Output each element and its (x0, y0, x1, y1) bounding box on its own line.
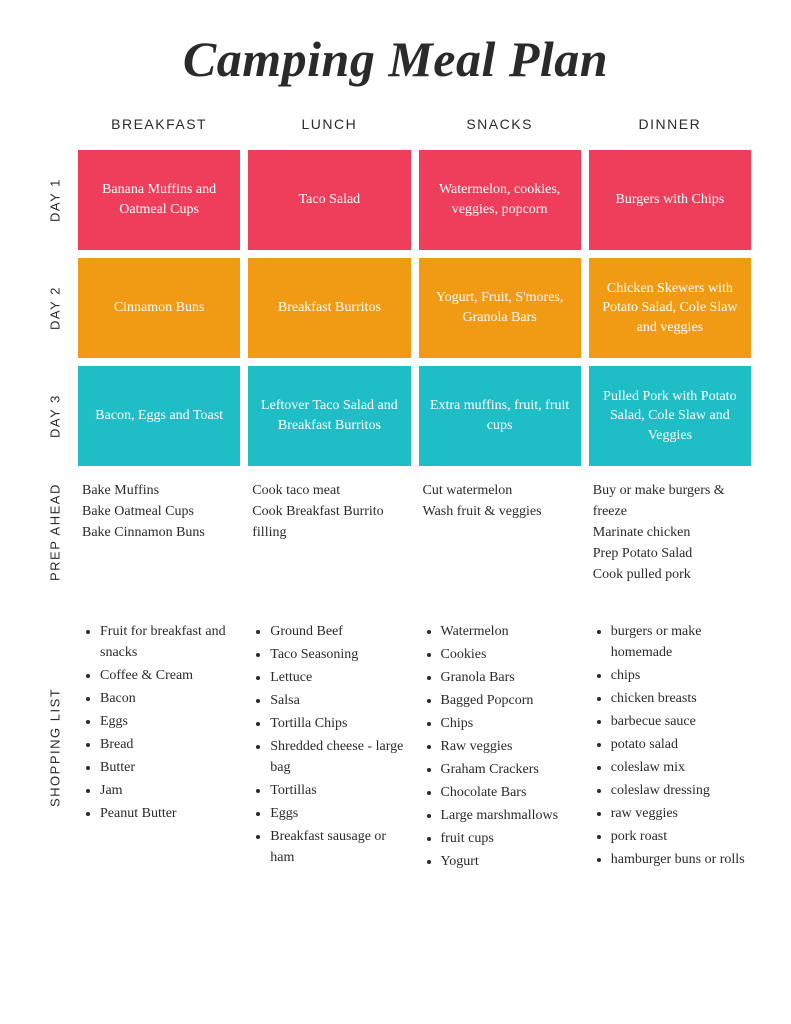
shopping-item: Watermelon (441, 621, 581, 642)
prep-item: Wash fruit & veggies (423, 501, 577, 522)
shopping-item: Ground Beef (270, 621, 410, 642)
cell-day1-dinner: Burgers with Chips (589, 150, 751, 250)
grid-spacer (40, 108, 70, 142)
shopping-col-dinner: burgers or make homemadechipschicken bre… (589, 621, 751, 874)
shopping-item: hamburger buns or rolls (611, 849, 751, 870)
shopping-item: raw veggies (611, 803, 751, 824)
shopping-item: coleslaw mix (611, 757, 751, 778)
prep-item: Cook Breakfast Burrito filling (252, 501, 406, 543)
shopping-item: Butter (100, 757, 240, 778)
cell-day2-lunch: Breakfast Burritos (248, 258, 410, 358)
shopping-item: Tortilla Chips (270, 713, 410, 734)
shopping-item: Fruit for breakfast and snacks (100, 621, 240, 663)
shopping-item: Salsa (270, 690, 410, 711)
prep-dinner: Buy or make burgers & freezeMarinate chi… (589, 474, 751, 591)
shopping-item: Peanut Butter (100, 803, 240, 824)
row-label-day3: DAY 3 (40, 366, 70, 466)
prep-item: Cut watermelon (423, 480, 577, 501)
shopping-item: Jam (100, 780, 240, 801)
cell-day1-snacks: Watermelon, cookies, veggies, popcorn (419, 150, 581, 250)
prep-lunch: Cook taco meatCook Breakfast Burrito fil… (248, 474, 410, 591)
prep-snacks: Cut watermelonWash fruit & veggies (419, 474, 581, 591)
shopping-item: Taco Seasoning (270, 644, 410, 665)
shopping-item: Eggs (100, 711, 240, 732)
meal-plan-grid: BREAKFAST LUNCH SNACKS DINNER DAY 1 Bana… (40, 108, 751, 591)
shopping-item: Chips (441, 713, 581, 734)
shopping-item: Tortillas (270, 780, 410, 801)
cell-day3-breakfast: Bacon, Eggs and Toast (78, 366, 240, 466)
cell-day3-snacks: Extra muffins, fruit, fruit cups (419, 366, 581, 466)
prep-item: Cook taco meat (252, 480, 406, 501)
shopping-item: Bagged Popcorn (441, 690, 581, 711)
prep-item: Bake Muffins (82, 480, 236, 501)
shopping-item: burgers or make homemade (611, 621, 751, 663)
shopping-col-lunch: Ground BeefTaco SeasoningLettuceSalsaTor… (248, 621, 410, 874)
cell-day3-dinner: Pulled Pork with Potato Salad, Cole Slaw… (589, 366, 751, 466)
cell-day2-breakfast: Cinnamon Buns (78, 258, 240, 358)
shopping-item: Yogurt (441, 851, 581, 872)
prep-item: Buy or make burgers & freeze (593, 480, 747, 522)
shopping-item: barbecue sauce (611, 711, 751, 732)
shopping-item: Lettuce (270, 667, 410, 688)
col-header-breakfast: BREAKFAST (78, 108, 240, 142)
shopping-item: Breakfast sausage or ham (270, 826, 410, 868)
prep-breakfast: Bake MuffinsBake Oatmeal CupsBake Cinnam… (78, 474, 240, 591)
col-header-snacks: SNACKS (419, 108, 581, 142)
row-label-day2: DAY 2 (40, 258, 70, 358)
shopping-item: chicken breasts (611, 688, 751, 709)
shopping-item: Granola Bars (441, 667, 581, 688)
shopping-item: coleslaw dressing (611, 780, 751, 801)
cell-day2-dinner: Chicken Skewers with Potato Salad, Cole … (589, 258, 751, 358)
row-label-day1: DAY 1 (40, 150, 70, 250)
shopping-item: Graham Crackers (441, 759, 581, 780)
shopping-item: Raw veggies (441, 736, 581, 757)
row-label-shopping: SHOPPING LIST (40, 621, 70, 874)
cell-day2-snacks: Yogurt, Fruit, S'mores, Granola Bars (419, 258, 581, 358)
page-title: Camping Meal Plan (40, 30, 751, 88)
shopping-item: potato salad (611, 734, 751, 755)
cell-day1-lunch: Taco Salad (248, 150, 410, 250)
col-header-dinner: DINNER (589, 108, 751, 142)
shopping-item: fruit cups (441, 828, 581, 849)
shopping-item: Eggs (270, 803, 410, 824)
shopping-item: chips (611, 665, 751, 686)
cell-day1-breakfast: Banana Muffins and Oatmeal Cups (78, 150, 240, 250)
shopping-item: Shredded cheese - large bag (270, 736, 410, 778)
shopping-col-breakfast: Fruit for breakfast and snacksCoffee & C… (78, 621, 240, 874)
shopping-col-snacks: WatermelonCookiesGranola BarsBagged Popc… (419, 621, 581, 874)
shopping-item: Coffee & Cream (100, 665, 240, 686)
row-label-prep: PREP AHEAD (40, 474, 70, 591)
prep-item: Prep Potato Salad (593, 543, 747, 564)
prep-item: Bake Cinnamon Buns (82, 522, 236, 543)
shopping-item: Cookies (441, 644, 581, 665)
prep-item: Bake Oatmeal Cups (82, 501, 236, 522)
prep-item: Marinate chicken (593, 522, 747, 543)
col-header-lunch: LUNCH (248, 108, 410, 142)
shopping-item: Chocolate Bars (441, 782, 581, 803)
shopping-list-grid: SHOPPING LIST Fruit for breakfast and sn… (40, 621, 751, 874)
cell-day3-lunch: Leftover Taco Salad and Breakfast Burrit… (248, 366, 410, 466)
shopping-item: Large marshmallows (441, 805, 581, 826)
shopping-item: Bread (100, 734, 240, 755)
shopping-item: Bacon (100, 688, 240, 709)
prep-item: Cook pulled pork (593, 564, 747, 585)
shopping-item: pork roast (611, 826, 751, 847)
